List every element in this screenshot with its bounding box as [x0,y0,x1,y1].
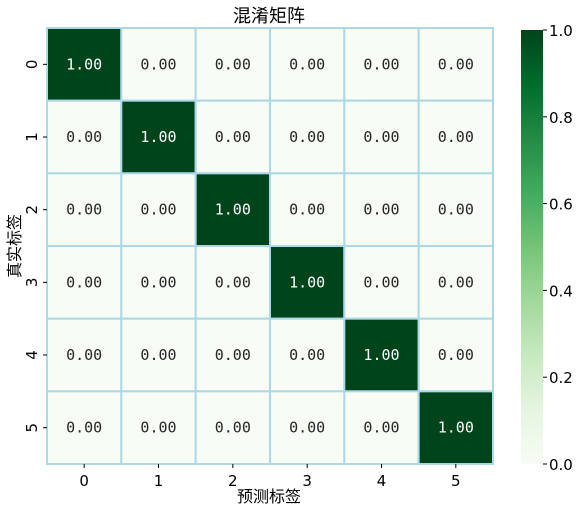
cell-value-label: 0.00 [140,273,176,291]
cell-value-label: 0.00 [438,55,474,73]
y-tick-label: 0 [23,60,41,70]
heatmap-cell [120,99,197,175]
cell-value-label: 0.00 [215,419,251,437]
cell-value-label: 0.00 [289,419,325,437]
colorbar-ticks: 0.0 0.2 0.4 0.6 0.8 1.0 [543,22,573,474]
y-tick-label: 3 [23,278,41,288]
heatmap-cell [417,99,494,175]
cell-value-label: 0.00 [66,201,102,219]
cell-value-label: 0.00 [289,201,325,219]
colorbar-tick-label: 0.2 [549,369,573,387]
cell-value-label: 0.00 [363,419,399,437]
x-axis-ticks: 0 1 2 3 4 5 [79,464,461,490]
heatmap-cell [343,317,420,393]
x-tick-label: 2 [228,472,238,490]
y-axis-ticks: 0 1 2 3 4 5 [23,60,47,433]
y-tick-label: 1 [23,132,41,142]
heatmap-cell [417,317,494,393]
heatmap-cell [417,27,494,102]
y-tick-label: 2 [23,205,41,215]
heatmap-cell [268,245,346,320]
colorbar-tick-label: 1.0 [549,22,573,40]
cell-value-label: 0.00 [363,55,399,73]
colorbar-tick-label: 0.6 [549,196,573,214]
x-tick-label: 1 [154,472,164,490]
cell-value-label: 0.00 [363,128,399,146]
cell-value-label: 0.00 [215,55,251,73]
x-tick-label: 4 [377,472,387,490]
heatmap-cell [343,172,420,248]
heatmap-cell [268,172,346,248]
y-axis-label: 真实标签 [5,214,24,278]
cell-value-label: 0.00 [438,128,474,146]
heatmap-cell [46,245,123,320]
colorbar-tick-label: 0.0 [549,456,573,474]
colorbar-tick-label: 0.4 [549,282,573,300]
cell-value-label: 0.00 [66,346,102,364]
cell-value-label: 0.00 [140,55,176,73]
heatmap-cell [268,317,346,393]
cell-value-label: 0.00 [363,273,399,291]
cell-value-label: 0.00 [215,128,251,146]
cell-value-label: 0.00 [215,273,251,291]
x-axis-label: 预测标签 [237,487,301,506]
cell-value-label: 0.00 [215,346,251,364]
colorbar-tick-label: 0.8 [549,109,573,127]
cell-value-label: 1.00 [66,55,102,73]
x-tick-label: 5 [451,472,461,490]
cell-value-label: 0.00 [66,419,102,437]
cell-value-label: 1.00 [438,419,474,437]
heatmap-cell [120,172,197,248]
cell-value-label: 0.00 [289,55,325,73]
cell-value-label: 0.00 [289,346,325,364]
cell-value-label: 0.00 [438,346,474,364]
cell-value-label: 1.00 [140,128,176,146]
heatmap-cell [46,390,123,466]
colorbar [521,30,543,464]
heatmap-cell [120,245,197,320]
cell-value-label: 0.00 [140,346,176,364]
chart-title: 混淆矩阵 [233,6,305,27]
heatmap-cell [120,27,197,102]
heatmap-cell [343,245,420,320]
heatmap-cell [417,172,494,248]
heatmap-cell [194,245,271,320]
y-tick-label: 4 [23,350,41,360]
heatmap-cells: 1.00 0.00 0.00 0.00 0.00 0.00 0.00 1.00 0.00 0.00… [46,27,494,466]
y-tick-label: 5 [23,423,41,433]
heatmap-cell [268,99,346,175]
heatmap-cell [417,245,494,320]
cell-value-label: 1.00 [363,346,399,364]
cell-value-label: 0.00 [140,419,176,437]
cell-value-label: 0.00 [66,128,102,146]
cell-value-label: 1.00 [289,273,325,291]
x-tick-label: 3 [302,472,312,490]
cell-value-label: 0.00 [438,273,474,291]
cell-value-label: 0.00 [363,201,399,219]
cell-value-label: 0.00 [289,128,325,146]
heatmap-cell [194,317,271,393]
cell-value-label: 0.00 [438,201,474,219]
cell-value-label: 0.00 [66,273,102,291]
x-tick-label: 0 [79,472,89,490]
cell-value-label: 0.00 [140,201,176,219]
heatmap-cell [417,390,494,466]
cell-value-label: 1.00 [215,201,251,219]
